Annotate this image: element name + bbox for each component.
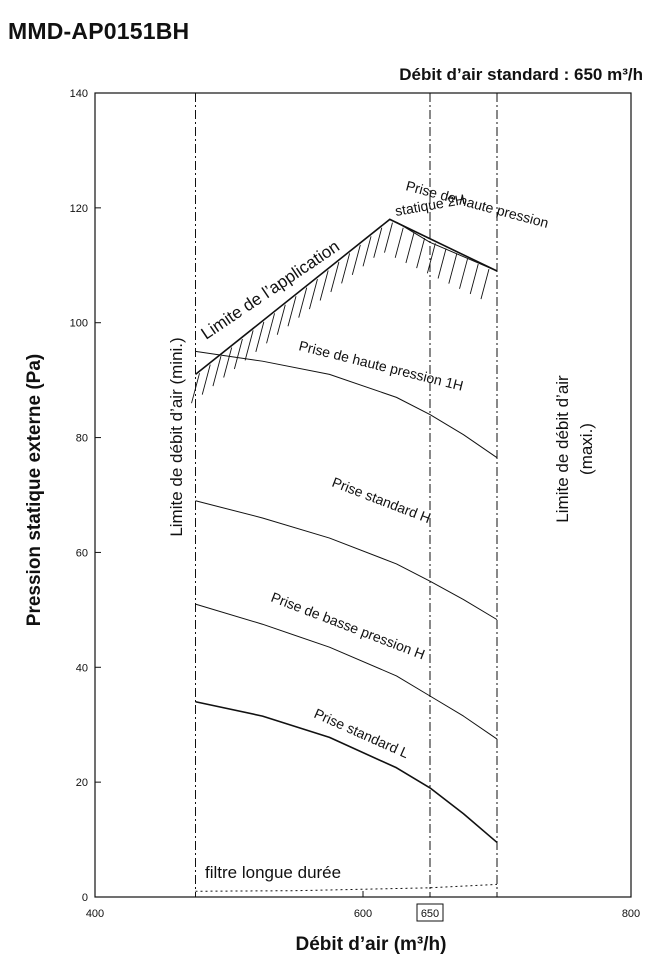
series-layer (195, 221, 498, 892)
hatch-stroke (330, 261, 340, 293)
series-label-low-pressure-h: Prise de basse pression H (269, 589, 427, 663)
hatch-stroke (459, 258, 468, 289)
series-line-5 (195, 883, 498, 892)
hatch-stroke (212, 355, 222, 387)
series-line-0 (396, 221, 498, 272)
hatch-stroke (266, 313, 275, 344)
series-label-standard-h: Prise standard H (330, 474, 433, 526)
hatch-stroke (448, 253, 458, 284)
hatch-stroke (373, 227, 383, 258)
hatch-stroke (480, 269, 490, 300)
series-label-long-life-filter: filtre longue durée (205, 863, 341, 882)
series-line-1 (195, 350, 498, 459)
max-airflow-limit-label-line2: (maxi.) (577, 423, 596, 475)
hatch-stroke (233, 338, 243, 370)
hatch-stroke (341, 253, 351, 284)
min-airflow-limit-label: Limite de débit d’air (mini.) (167, 337, 186, 536)
airflow-limit-lines (195, 93, 498, 897)
chart-subtitle: Débit d’air standard : 650 m³/h (399, 65, 643, 84)
standard-airflow-tick-box (416, 903, 444, 922)
hatch-stroke (255, 321, 265, 352)
hatch-stroke (437, 248, 447, 279)
standard-airflow-tick-label: 650 (421, 908, 439, 920)
series-line-4 (195, 700, 498, 844)
hatch-stroke (276, 304, 286, 335)
application-limit-hatching (191, 218, 498, 404)
axis-ticks: 0 20 40 60 80 100 120 140 400 600 800 (70, 88, 641, 920)
hatch-stroke (362, 236, 372, 267)
hatch-stroke (351, 244, 361, 275)
series-line-3 (195, 603, 498, 740)
y-tick-label: 100 (70, 318, 88, 330)
hatch-stroke (201, 364, 211, 395)
x-tick-label: 600 (354, 908, 372, 920)
hatch-stroke (426, 243, 436, 274)
y-axis-title: Pression statique externe (Pa) (24, 354, 45, 626)
application-limit-line (195, 218, 498, 376)
hatch-stroke (309, 278, 318, 310)
hatch-stroke (287, 296, 297, 327)
y-tick-label: 40 (76, 662, 88, 674)
series-label-1h: Prise de haute pression 1H (297, 337, 465, 393)
hatch-stroke (319, 270, 329, 301)
x-tick-label: 800 (622, 908, 640, 920)
y-tick-label: 0 (82, 892, 88, 904)
hatch-stroke (416, 238, 426, 269)
hatch-stroke (223, 347, 233, 378)
model-title: MMD-AP0151BH (8, 18, 190, 44)
y-tick-label: 120 (70, 203, 88, 215)
series-line-2 (195, 500, 498, 621)
y-tick-label: 20 (76, 777, 88, 789)
hatch-stroke (405, 232, 415, 264)
series-label-standard-l: Prise standard L (312, 705, 412, 761)
hatch-stroke (384, 222, 393, 253)
application-limit-label: Limite de l’application (198, 237, 343, 344)
hatch-stroke (394, 227, 404, 258)
x-axis-title: Débit d’air (m³/h) (296, 934, 447, 955)
hatch-stroke (469, 263, 479, 295)
hatch-stroke (298, 287, 308, 318)
y-tick-label: 80 (76, 433, 88, 445)
y-tick-label: 60 (76, 547, 88, 559)
x-tick-label: 400 (86, 908, 104, 920)
hatch-stroke (244, 330, 254, 361)
max-airflow-limit-label-line1: Limite de débit d’air (553, 375, 572, 523)
y-tick-label: 140 (70, 88, 88, 100)
